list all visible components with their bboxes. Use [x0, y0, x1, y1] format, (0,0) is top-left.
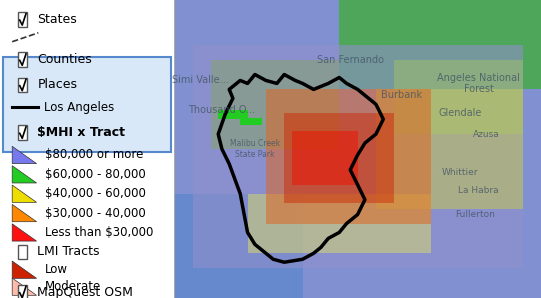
Polygon shape: [12, 261, 37, 278]
Bar: [18, 12, 27, 27]
Text: Low: Low: [45, 263, 68, 276]
Text: Angeles National
Forest: Angeles National Forest: [437, 73, 520, 94]
Text: $40,000 - 60,000: $40,000 - 60,000: [45, 187, 146, 200]
Bar: [174, 194, 302, 298]
Text: Azusa: Azusa: [473, 130, 499, 139]
Polygon shape: [12, 166, 37, 183]
Bar: [211, 60, 339, 149]
Text: Simi Valle...: Simi Valle...: [171, 75, 228, 86]
Text: Places: Places: [37, 78, 77, 91]
Text: Fullerton: Fullerton: [455, 210, 495, 219]
Text: Counties: Counties: [37, 53, 92, 66]
Polygon shape: [12, 204, 37, 222]
Bar: [218, 110, 248, 119]
Bar: [292, 131, 358, 185]
Bar: [18, 52, 27, 67]
Bar: [248, 194, 431, 253]
Bar: [18, 245, 27, 259]
Bar: [18, 125, 27, 140]
FancyBboxPatch shape: [3, 57, 171, 152]
Bar: [394, 60, 523, 134]
Text: LMI Tracts: LMI Tracts: [37, 245, 100, 258]
Bar: [376, 89, 523, 209]
Text: Burbank: Burbank: [381, 90, 422, 100]
Text: $60,000 - 80,000: $60,000 - 80,000: [45, 168, 146, 181]
Text: $30,000 - 40,000: $30,000 - 40,000: [45, 207, 146, 220]
Polygon shape: [193, 45, 523, 268]
Text: Glendale: Glendale: [439, 108, 482, 118]
Bar: [266, 89, 431, 224]
Text: $80,000 or more: $80,000 or more: [45, 148, 144, 162]
Polygon shape: [12, 185, 37, 202]
Bar: [18, 285, 27, 298]
Text: States: States: [37, 13, 77, 26]
Polygon shape: [12, 278, 37, 295]
Polygon shape: [12, 224, 37, 241]
Text: Moderate: Moderate: [45, 280, 102, 293]
Bar: [339, 0, 541, 89]
Text: Malibu Creek
State Park: Malibu Creek State Park: [230, 139, 280, 159]
Bar: [284, 113, 394, 203]
Text: MapQuest OSM: MapQuest OSM: [37, 285, 133, 298]
Text: Los Angeles: Los Angeles: [43, 101, 114, 114]
Polygon shape: [12, 146, 37, 164]
Text: San Fernando: San Fernando: [317, 55, 384, 65]
Bar: [18, 78, 27, 92]
Text: Whittier: Whittier: [442, 168, 479, 177]
Bar: [240, 118, 262, 125]
Text: $MHI x Tract: $MHI x Tract: [37, 126, 126, 139]
Text: La Habra: La Habra: [458, 186, 499, 195]
Text: Less than $30,000: Less than $30,000: [45, 226, 154, 239]
Text: Thousand O...: Thousand O...: [188, 105, 255, 115]
